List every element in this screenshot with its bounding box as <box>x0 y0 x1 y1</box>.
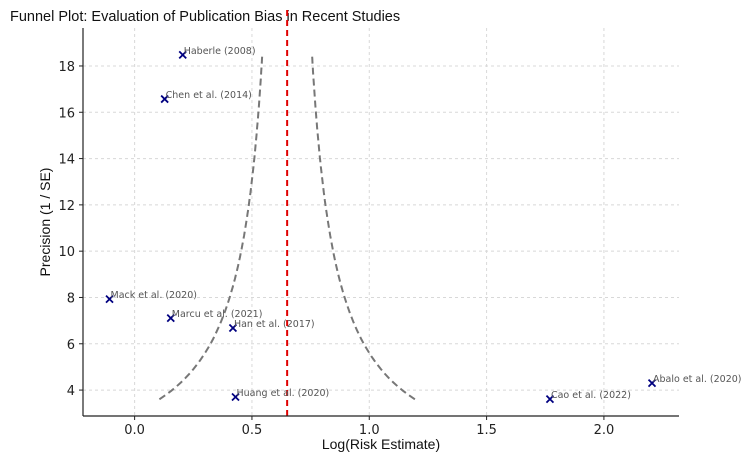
y-tick-label: 10 <box>58 245 75 260</box>
x-tick-label: 2.0 <box>594 423 615 438</box>
point-label: Mack et al. (2020) <box>111 290 197 301</box>
y-tick-label: 14 <box>58 153 75 168</box>
y-tick-label: 16 <box>58 106 75 121</box>
data-point: Haberle (2008) <box>178 46 256 59</box>
data-point: Marcu et al. (2021) <box>166 309 263 323</box>
point-label: Haberle (2008) <box>184 46 256 57</box>
chart-title: Funnel Plot: Evaluation of Publication B… <box>10 9 401 25</box>
data-point: Mack et al. (2020) <box>105 290 197 304</box>
y-tick-label: 18 <box>58 60 75 75</box>
x-tick-label: 1.5 <box>476 423 497 438</box>
point-label: Abalo et al. (2020) <box>653 374 742 385</box>
point-label: Cao et al. (2022) <box>551 390 631 401</box>
data-point: Chen et al. (2014) <box>160 90 252 104</box>
data-point: Abalo et al. (2020) <box>647 374 742 388</box>
point-label: Huang et al. (2020) <box>237 388 330 399</box>
x-marker <box>178 50 187 59</box>
axes: 0.0 0.5 1.0 1.5 2.0 4 6 8 10 12 14 16 18 <box>58 28 679 438</box>
y-axis-label: Precision (1 / SE) <box>37 168 53 277</box>
funnel-left-curve <box>158 54 264 401</box>
x-marker <box>545 394 555 404</box>
point-label: Marcu et al. (2021) <box>172 309 263 320</box>
x-tick-label: 0.0 <box>124 423 145 438</box>
data-point: Huang et al. (2020) <box>231 388 330 402</box>
y-tick-label: 6 <box>67 338 75 353</box>
point-label: Han et al. (2017) <box>234 319 315 330</box>
data-point: Cao et al. (2022) <box>545 390 631 404</box>
y-tick-label: 8 <box>67 291 75 306</box>
x-marker <box>228 323 238 333</box>
y-tick-label: 4 <box>67 384 75 399</box>
x-marker <box>105 294 114 304</box>
funnel-right-curve <box>311 54 416 401</box>
funnel-curves <box>158 54 416 401</box>
x-tick-label: 0.5 <box>242 423 263 438</box>
point-label: Chen et al. (2014) <box>166 90 252 101</box>
x-marker <box>647 378 657 388</box>
x-axis-label: Log(Risk Estimate) <box>322 436 440 452</box>
x-marker <box>160 94 169 104</box>
x-marker <box>166 313 175 323</box>
x-tick-label: 1.0 <box>359 423 380 438</box>
grid <box>83 28 679 416</box>
data-points: Haberle (2008) Chen et al. (2014) Mack et … <box>105 46 742 404</box>
y-tick-label: 12 <box>58 199 75 214</box>
data-point: Han et al. (2017) <box>228 319 315 333</box>
x-marker <box>231 392 240 402</box>
